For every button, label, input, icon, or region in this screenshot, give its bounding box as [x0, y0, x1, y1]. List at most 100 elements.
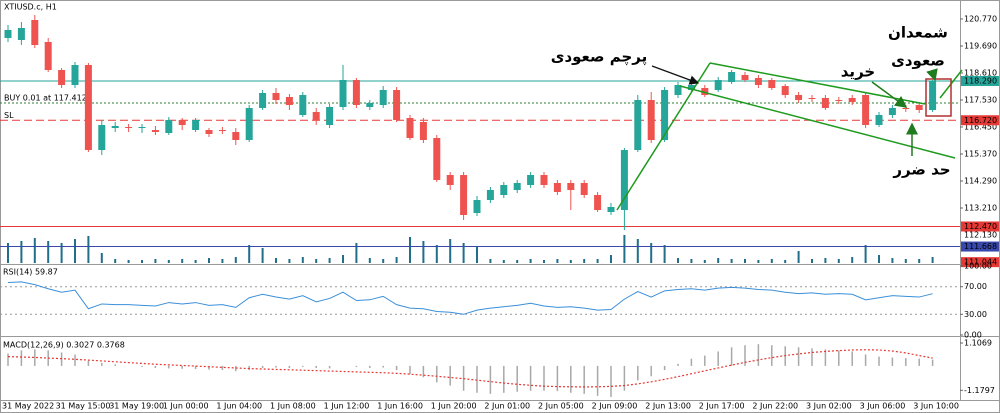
volume-bar [154, 259, 157, 263]
candle-body [714, 80, 722, 90]
macd-bar [489, 365, 492, 394]
macd-bar [730, 347, 733, 366]
candle-body [647, 100, 655, 140]
candle-body [661, 90, 669, 140]
x-tick-label: 2 Jun 13:00 [645, 402, 691, 411]
macd-bar [931, 359, 934, 366]
x-tick-label: 2 Jun 01:00 [484, 402, 530, 411]
macd-bar [610, 365, 612, 397]
candle-body [84, 65, 92, 150]
macd-bar [757, 344, 760, 366]
candle-body [862, 95, 870, 125]
price-label-box [961, 241, 999, 252]
candle-body [835, 100, 843, 101]
candle-body [245, 108, 253, 140]
volume-bar [610, 255, 612, 263]
plot-area: 120.770 119.690 118.610 117.530 116.450 115.3… [0, 15, 999, 411]
volume-bar [315, 259, 318, 263]
price-label: 116.720 [964, 116, 997, 125]
x-tick-label: 1 Jun 00:00 [163, 402, 209, 411]
macd-bar [74, 354, 76, 366]
macd-bar [596, 365, 599, 396]
volume-bar [435, 245, 438, 263]
volume-bar [476, 247, 478, 263]
volume-bar [127, 260, 130, 263]
volume-bar [516, 260, 519, 263]
macd-bar [7, 353, 9, 366]
candle-body [741, 75, 749, 80]
candle-body [125, 127, 133, 128]
macd-bar [918, 358, 920, 366]
candle-body [178, 120, 186, 125]
candle-body [567, 183, 575, 190]
candle-body [138, 127, 146, 128]
volume-bar [596, 259, 599, 263]
y-tick-label: 113.210 [964, 204, 997, 213]
volume-bar [355, 243, 358, 263]
macd-bar [905, 358, 907, 366]
volume-bar [824, 258, 827, 263]
volume-bar [730, 259, 733, 263]
macd-bar [503, 365, 505, 393]
flag-pole [616, 62, 711, 211]
candle-body [31, 20, 39, 45]
macd-bar [543, 365, 545, 391]
candle-body [366, 103, 374, 107]
candle-body [4, 30, 12, 38]
candle-body [460, 175, 468, 215]
indicator-title: RSI(14) 59.87 [3, 268, 58, 277]
candle-body [312, 112, 320, 120]
candle-body [259, 93, 267, 108]
macd-bar [771, 345, 773, 366]
volume-bar [784, 260, 787, 263]
candle-body [218, 130, 226, 131]
candle-body [379, 90, 387, 105]
x-tick-label: 3 Jun 06:00 [860, 402, 906, 411]
macd-bar [663, 365, 666, 371]
volume-bar [33, 238, 36, 263]
candle-body [205, 130, 213, 134]
candle-body [433, 138, 441, 180]
volume-bar [422, 241, 425, 263]
volume-bar [931, 257, 934, 263]
candle-body [500, 185, 508, 195]
candle-body [393, 90, 401, 120]
volume-bar [368, 258, 371, 263]
candle-body [701, 88, 709, 95]
volume-bar [462, 243, 465, 263]
volume-bar [194, 260, 197, 263]
volume-bar [100, 253, 103, 263]
candle-body [473, 200, 481, 213]
macd-bar [275, 365, 277, 368]
macd-bar [315, 365, 317, 368]
macd-bar [690, 358, 693, 366]
candle-body [728, 72, 736, 82]
candle-body [768, 80, 776, 88]
volume-bar [636, 239, 639, 263]
candle-body [17, 28, 25, 40]
price-label-box [961, 257, 999, 268]
annotation: خرید [841, 63, 875, 81]
price-label: 118.290 [964, 77, 997, 86]
macd-bar [704, 355, 706, 366]
x-tick-label: 2 Jun 05:00 [538, 402, 584, 411]
macd-bar [141, 365, 143, 367]
volume-bar [891, 258, 894, 263]
volume-bar [717, 258, 720, 263]
annotation: شمعدان [888, 24, 948, 42]
macd-bar [87, 360, 90, 366]
macd-bar [221, 365, 224, 371]
volume-bar [703, 260, 706, 263]
y-tick-label: 1.1069 [964, 339, 992, 348]
volume-bar [837, 259, 840, 263]
x-tick-label: 3 Jun 02:00 [806, 402, 852, 411]
volume-bar [583, 259, 586, 263]
y-tick-label: 115.370 [964, 150, 997, 159]
volume-bar [181, 259, 184, 263]
price-label-box [961, 115, 999, 126]
x-tick-label: 1 Jun 20:00 [431, 402, 477, 411]
x-tick-label: 3 Jun 10:00 [913, 402, 959, 411]
candle-body [607, 207, 615, 212]
macd-bar [878, 356, 880, 366]
